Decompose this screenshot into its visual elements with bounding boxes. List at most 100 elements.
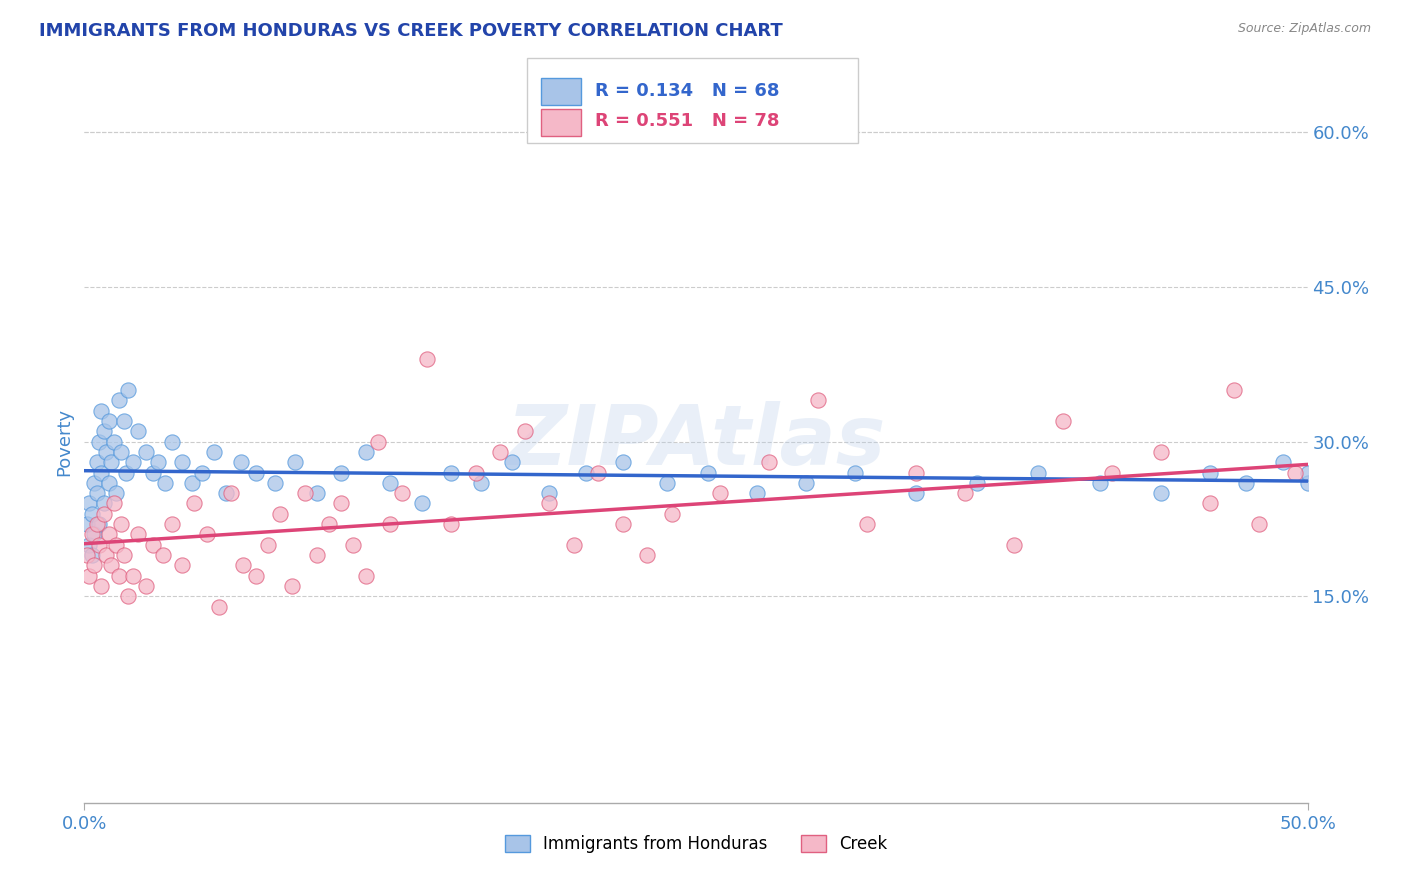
Point [294, 486, 316, 500]
Point [661, 507, 683, 521]
Point [1198, 466, 1220, 480]
Point [103, 434, 125, 449]
Point [100, 455, 122, 469]
Point [470, 475, 492, 490]
Text: R = 0.551   N = 78: R = 0.551 N = 78 [595, 112, 779, 130]
Point [86, 455, 108, 469]
Point [807, 393, 830, 408]
Point [856, 517, 879, 532]
Point [135, 445, 157, 459]
Point [538, 496, 561, 510]
Point [1223, 383, 1246, 397]
Point [110, 517, 132, 532]
Point [844, 466, 866, 480]
Point [152, 548, 174, 562]
Point [284, 455, 307, 469]
Point [100, 558, 122, 573]
Point [105, 486, 128, 500]
Point [440, 466, 463, 480]
Point [80, 507, 103, 521]
Point [575, 466, 598, 480]
Point [380, 475, 402, 490]
Point [586, 466, 609, 480]
Point [1052, 414, 1074, 428]
Point [76, 517, 98, 532]
Point [117, 590, 139, 604]
Text: R = 0.134   N = 68: R = 0.134 N = 68 [595, 82, 779, 100]
Point [87, 517, 110, 532]
Point [1198, 496, 1220, 510]
Point [1382, 496, 1405, 510]
Point [1150, 445, 1173, 459]
Point [281, 579, 304, 593]
Point [1333, 486, 1355, 500]
Point [1284, 466, 1306, 480]
Point [97, 475, 120, 490]
Point [1028, 466, 1050, 480]
Point [90, 466, 112, 480]
Point [612, 455, 634, 469]
Point [758, 455, 780, 469]
Point [264, 475, 287, 490]
Point [245, 466, 267, 480]
Point [80, 548, 103, 562]
Point [391, 486, 413, 500]
Point [135, 579, 157, 593]
Point [245, 568, 267, 582]
Point [162, 517, 184, 532]
Point [1088, 475, 1111, 490]
Point [612, 517, 634, 532]
Point [380, 517, 402, 532]
Point [127, 527, 149, 541]
Point [1002, 538, 1025, 552]
Point [97, 527, 120, 541]
Point [80, 527, 103, 541]
Point [953, 486, 976, 500]
Point [305, 548, 328, 562]
Point [636, 548, 658, 562]
Point [96, 548, 118, 562]
Y-axis label: Poverty: Poverty [55, 408, 73, 475]
Point [232, 558, 254, 573]
Point [257, 538, 280, 552]
Text: Source: ZipAtlas.com: Source: ZipAtlas.com [1237, 22, 1371, 36]
Point [117, 383, 139, 397]
Point [562, 538, 585, 552]
Point [77, 538, 100, 552]
Point [93, 496, 115, 510]
Point [1296, 475, 1319, 490]
Point [146, 455, 169, 469]
Point [183, 496, 205, 510]
Point [464, 466, 486, 480]
Point [215, 486, 238, 500]
Point [655, 475, 678, 490]
Point [172, 558, 194, 573]
Point [208, 599, 231, 614]
Point [1272, 455, 1295, 469]
Text: ZIPAtlas: ZIPAtlas [506, 401, 886, 482]
Point [354, 568, 377, 582]
Point [112, 548, 135, 562]
Point [83, 527, 105, 541]
Point [195, 527, 218, 541]
Point [1236, 475, 1258, 490]
Point [107, 568, 129, 582]
Point [122, 568, 145, 582]
Point [103, 496, 125, 510]
Point [416, 351, 439, 366]
Point [354, 445, 377, 459]
Point [367, 434, 389, 449]
Point [330, 466, 353, 480]
Point [86, 517, 108, 532]
Point [122, 455, 145, 469]
Point [1247, 517, 1270, 532]
Point [83, 558, 105, 573]
Point [181, 475, 204, 490]
Point [305, 486, 328, 500]
Point [411, 496, 433, 510]
Point [112, 414, 135, 428]
Point [330, 496, 353, 510]
Point [97, 414, 120, 428]
Point [142, 466, 165, 480]
Point [93, 424, 115, 438]
